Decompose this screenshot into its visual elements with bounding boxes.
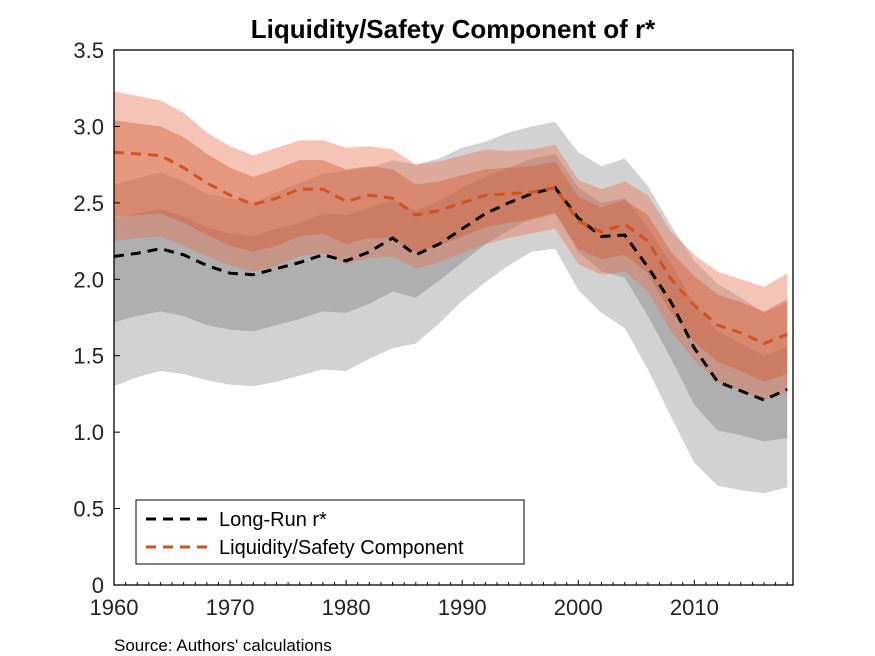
liquidity-band-inner: [114, 120, 788, 382]
x-tick-label: 1990: [438, 595, 487, 620]
y-tick-label: 1.5: [73, 344, 104, 369]
legend: Long-Run r* Liquidity/Safety Component: [135, 499, 525, 565]
legend-box: [135, 499, 525, 565]
x-tick-label: 2000: [554, 595, 603, 620]
confidence-bands: [114, 91, 788, 494]
plot-area: 1960 1970 1980 1990 2000 2010 0 0.5 1.0 1.5 2.0 2.…: [73, 38, 794, 620]
x-axis: 1960 1970 1980 1990 2000 2010: [90, 580, 788, 620]
y-tick-label: 0.5: [73, 497, 104, 522]
x-tick-label: 1980: [322, 595, 371, 620]
liquidity-line: [113, 150, 788, 346]
liquidity-band-outer: [114, 91, 788, 401]
plot-frame: [113, 49, 794, 586]
y-tick-label: 0: [92, 573, 104, 598]
y-tick-label: 3.5: [73, 38, 104, 63]
x-tick-label: 1970: [206, 595, 255, 620]
long-run-line: [113, 185, 788, 402]
series-lines: [113, 150, 788, 402]
legend-label-long-run: Long-Run r*: [219, 509, 327, 531]
chart-title: Liquidity/Safety Component of r*: [251, 14, 656, 44]
x-tick-label: 2010: [670, 595, 719, 620]
y-axis: 0 0.5 1.0 1.5 2.0 2.5 3.0 3.5: [73, 38, 120, 598]
x-tick-label: 1960: [90, 595, 139, 620]
legend-label-liquidity: Liquidity/Safety Component: [219, 537, 464, 559]
y-tick-label: 2.5: [73, 191, 104, 216]
y-tick-label: 2.0: [73, 267, 104, 292]
y-tick-label: 1.0: [73, 420, 104, 445]
source-note: Source: Authors' calculations: [114, 636, 332, 655]
y-tick-label: 3.0: [73, 114, 104, 139]
